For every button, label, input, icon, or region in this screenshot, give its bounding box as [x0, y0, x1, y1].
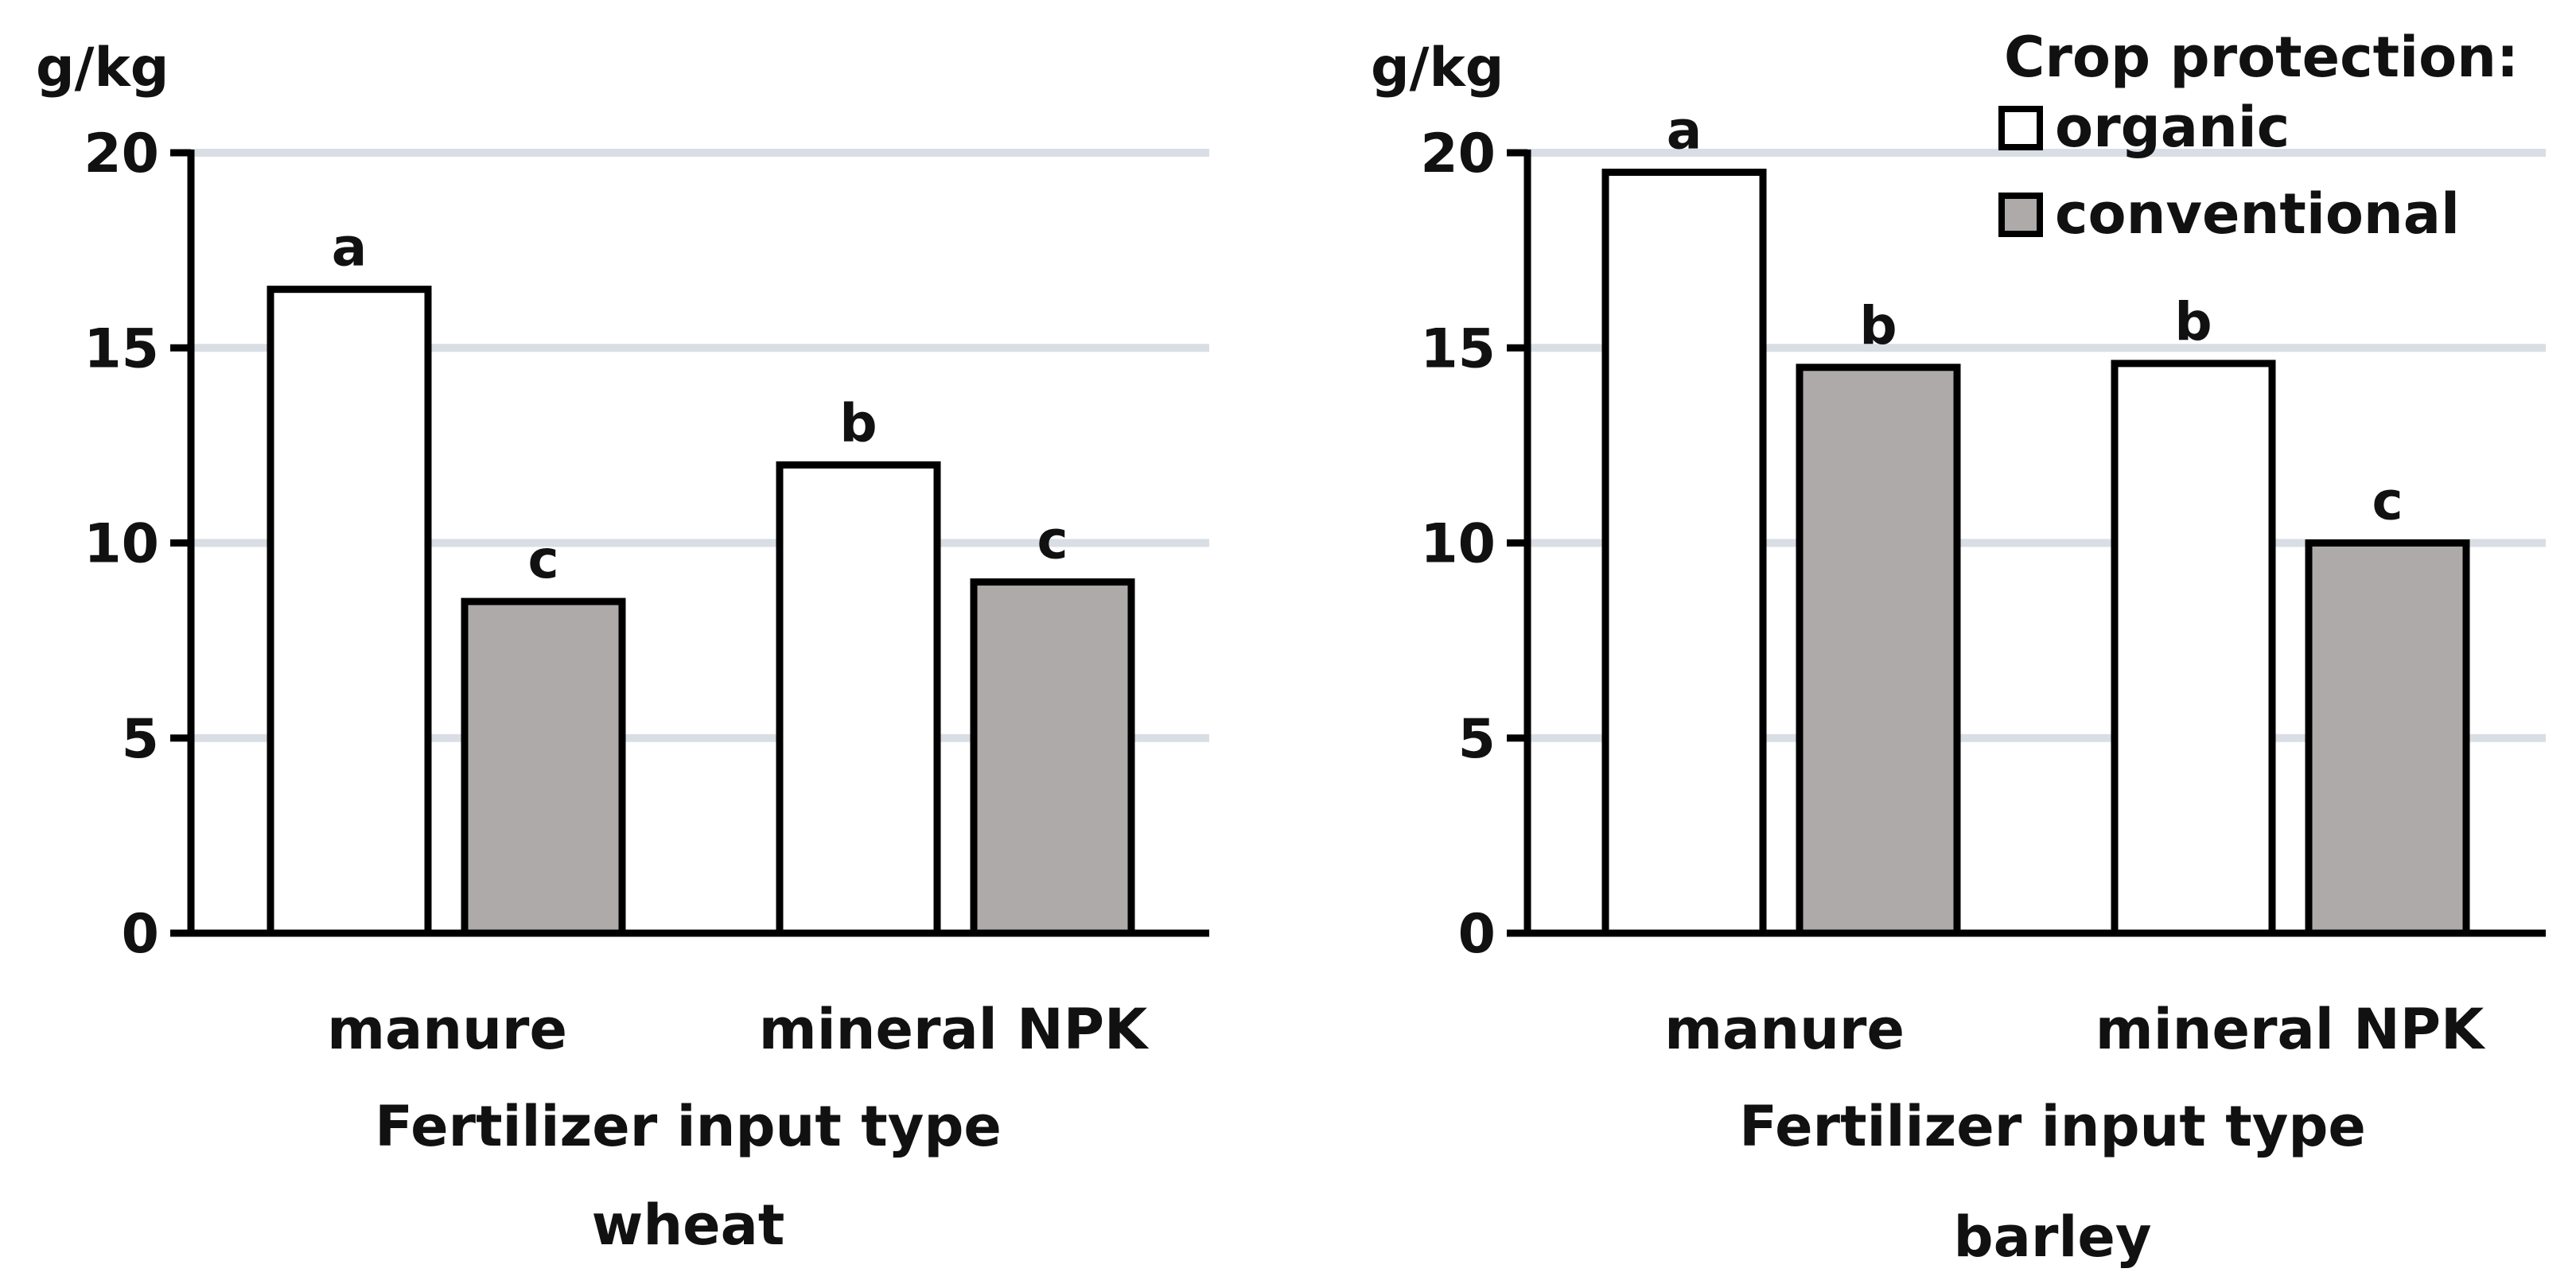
- wheat-chart-panel: 0 5 10 15 20 g/kg a c manure b c mineral NPK Fertili…: [36, 37, 1209, 1258]
- significance-letter: a: [332, 217, 368, 278]
- significance-letter: a: [1667, 100, 1702, 161]
- significance-letter: b: [839, 392, 877, 453]
- barley-chart-panel: 0 5 10 15 20 g/kg a b manure b c mineral NPK Fertili…: [1371, 37, 2546, 1270]
- significance-letter: b: [1859, 295, 1897, 356]
- y-tick-label: 0: [122, 903, 159, 966]
- bar-organic-mineral-npk: [776, 461, 941, 937]
- y-tick-label: 20: [84, 123, 159, 185]
- bar-conventional-manure: [461, 597, 626, 937]
- y-tick-label: 15: [84, 317, 159, 380]
- significance-letter: c: [1037, 510, 1068, 571]
- y-tick-label: 10: [1420, 513, 1496, 576]
- x-category-label: manure: [1664, 997, 1905, 1062]
- bar-organic-manure: [267, 286, 432, 937]
- crop-protection-legend: Crop protection: organic conventional: [1998, 25, 2519, 247]
- legend-label-organic: organic: [2055, 95, 2290, 160]
- x-category-label: mineral NPK: [2095, 997, 2486, 1062]
- bar-organic-mineral-npk: [2111, 360, 2276, 937]
- y-tick-label: 5: [122, 708, 159, 771]
- legend-swatch-conventional: [1998, 193, 2043, 237]
- x-category-label: manure: [327, 997, 567, 1062]
- y-axis-label: g/kg: [1371, 37, 1504, 99]
- bar-conventional-mineral-npk: [970, 578, 1135, 937]
- y-tick-label: 20: [1420, 123, 1496, 185]
- y-tick-label: 0: [1458, 903, 1496, 966]
- legend-swatch-organic: [1998, 106, 2043, 150]
- significance-letter: c: [2372, 471, 2403, 532]
- legend-title: Crop protection:: [2004, 25, 2519, 90]
- x-category-label: mineral NPK: [759, 997, 1150, 1062]
- legend-label-conventional: conventional: [2055, 181, 2460, 247]
- significance-letter: b: [2174, 291, 2212, 352]
- bar-organic-manure: [1601, 169, 1767, 937]
- x-axis-label: Fertilizer input type: [375, 1094, 1002, 1159]
- significance-letter: c: [527, 529, 558, 590]
- y-tick-label: 10: [84, 513, 159, 576]
- bar-conventional-mineral-npk: [2305, 539, 2470, 937]
- y-tick-label: 5: [1458, 708, 1496, 771]
- y-axis-label: g/kg: [36, 37, 169, 99]
- bar-conventional-manure: [1796, 364, 1961, 937]
- x-axis-label: Fertilizer input type: [1739, 1094, 2366, 1159]
- chart-title: barley: [1954, 1204, 2152, 1270]
- chart-title: wheat: [592, 1193, 785, 1258]
- y-tick-label: 15: [1420, 317, 1496, 380]
